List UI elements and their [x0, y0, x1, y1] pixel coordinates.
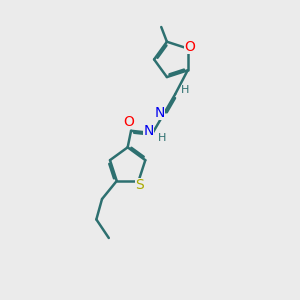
Text: S: S [135, 178, 144, 192]
Text: O: O [184, 40, 195, 54]
Text: O: O [123, 115, 134, 129]
Text: N: N [143, 124, 154, 138]
Text: N: N [154, 106, 165, 120]
Text: H: H [158, 133, 166, 143]
Text: H: H [181, 85, 189, 95]
